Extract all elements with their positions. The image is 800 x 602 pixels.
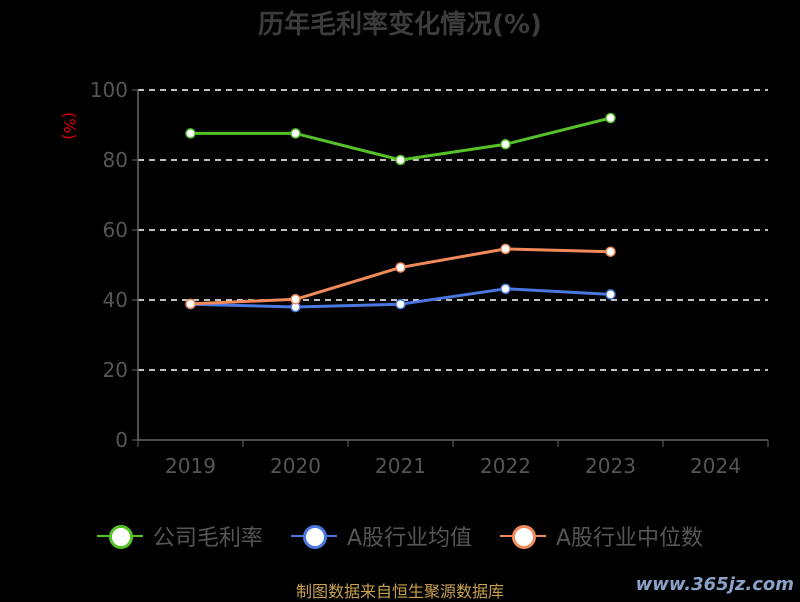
data-point (395, 262, 406, 273)
y-tick-label: 20 (103, 358, 128, 382)
data-point (605, 289, 616, 300)
data-point (500, 283, 511, 295)
legend-label: 公司毛利率 (152, 526, 263, 551)
y-tick-label: 80 (103, 148, 128, 172)
x-tick-label: 2020 (270, 454, 321, 478)
legend-marker-icon (96, 524, 143, 549)
legend-label: A股行业中位数 (556, 526, 704, 551)
data-point (395, 298, 406, 310)
legend-item-industry-mean[interactable]: A股行业均值 (290, 520, 472, 552)
x-tick-label: 2019 (165, 454, 216, 478)
data-point (185, 298, 196, 310)
data-point (395, 154, 406, 166)
legend: 公司毛利率 A股行业均值 A股行业中位数 (0, 520, 800, 552)
data-point (605, 112, 616, 124)
data-point (290, 128, 301, 139)
legend-item-company[interactable]: 公司毛利率 (96, 520, 263, 552)
data-point (605, 246, 616, 257)
x-tick-label: 2023 (585, 454, 636, 478)
watermark-logo: www.365jz.com (635, 574, 794, 595)
series-line (190, 116, 611, 162)
chart-title: 历年毛利率变化情况(%) (258, 10, 542, 40)
data-point (290, 294, 301, 305)
y-tick-label: 100 (90, 78, 128, 102)
legend-marker-icon (290, 524, 337, 549)
y-axis-unit-label: (%) (60, 112, 79, 140)
data-point (185, 128, 196, 139)
y-tick-label: 0 (115, 428, 128, 452)
series-line (190, 247, 611, 306)
data-point (500, 243, 511, 255)
legend-marker-icon (500, 524, 546, 549)
x-tick-label: 2024 (690, 454, 741, 478)
x-tick-label: 2022 (480, 454, 531, 478)
legend-label: A股行业均值 (346, 526, 472, 551)
source-footer: 制图数据来自恒生聚源数据库 (295, 582, 504, 601)
y-tick-label: 60 (103, 218, 128, 242)
x-tick-label: 2021 (375, 454, 426, 478)
data-point (500, 139, 511, 150)
y-tick-label: 40 (103, 288, 128, 312)
legend-item-industry-median[interactable]: A股行业中位数 (500, 520, 703, 552)
